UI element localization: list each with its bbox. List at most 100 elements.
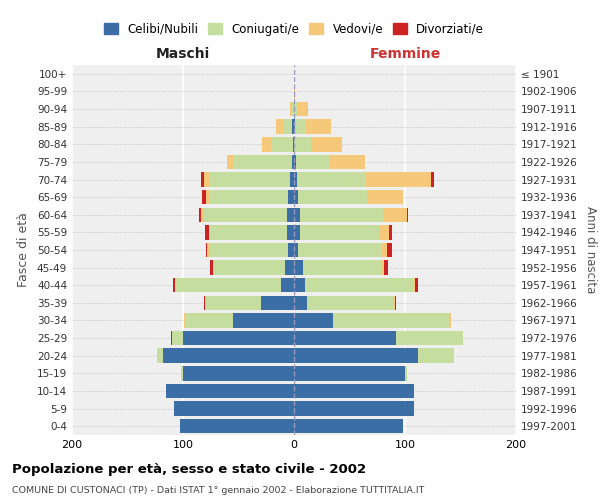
Bar [294, 296, 307, 310]
Bar [173, 278, 175, 292]
Bar [209, 172, 290, 186]
Bar [201, 208, 204, 222]
Bar [281, 278, 294, 292]
Legend: Celibi/Nubili, Coniugati/e, Vedovi/e, Divorziati/e: Celibi/Nubili, Coniugati/e, Vedovi/e, Di… [100, 19, 488, 39]
Bar [299, 225, 379, 240]
Bar [205, 225, 209, 240]
Bar [289, 243, 294, 257]
Bar [209, 190, 289, 204]
Bar [179, 419, 294, 434]
Bar [405, 366, 407, 380]
Y-axis label: Anni di nascita: Anni di nascita [584, 206, 597, 294]
Bar [209, 243, 289, 257]
Bar [395, 296, 396, 310]
Bar [294, 278, 305, 292]
Bar [449, 314, 451, 328]
Bar [333, 314, 449, 328]
Bar [294, 208, 299, 222]
Y-axis label: Fasce di età: Fasce di età [17, 212, 30, 288]
Bar [290, 172, 294, 186]
Bar [183, 366, 294, 380]
Bar [294, 260, 303, 275]
Bar [294, 314, 333, 328]
Bar [234, 154, 292, 169]
Bar [213, 260, 285, 275]
Bar [208, 243, 209, 257]
Text: COMUNE DI CUSTONACI (TP) - Dati ISTAT 1° gennaio 2002 - Elaborazione TUTTITALIA.: COMUNE DI CUSTONACI (TP) - Dati ISTAT 1°… [12, 486, 424, 495]
Bar [233, 314, 294, 328]
Bar [293, 137, 294, 152]
Bar [294, 348, 418, 363]
Bar [298, 102, 308, 117]
Bar [394, 296, 395, 310]
Bar [389, 225, 392, 240]
Bar [306, 120, 331, 134]
Bar [157, 348, 163, 363]
Bar [387, 243, 392, 257]
Bar [294, 402, 414, 416]
Bar [171, 331, 172, 345]
Bar [202, 190, 206, 204]
Bar [294, 172, 298, 186]
Bar [294, 419, 403, 434]
Bar [204, 296, 205, 310]
Bar [174, 402, 294, 416]
Bar [206, 190, 209, 204]
Bar [407, 208, 409, 222]
Bar [294, 243, 298, 257]
Bar [305, 278, 414, 292]
Bar [262, 137, 271, 152]
Bar [367, 190, 403, 204]
Bar [206, 243, 208, 257]
Text: Popolazione per età, sesso e stato civile - 2002: Popolazione per età, sesso e stato civil… [12, 462, 366, 475]
Bar [187, 314, 233, 328]
Bar [204, 208, 287, 222]
Bar [303, 260, 380, 275]
Bar [294, 384, 414, 398]
Bar [294, 84, 295, 98]
Bar [283, 120, 292, 134]
Bar [298, 190, 367, 204]
Bar [294, 225, 299, 240]
Bar [396, 331, 463, 345]
Bar [294, 137, 311, 152]
Bar [260, 296, 294, 310]
Bar [415, 278, 418, 292]
Bar [298, 243, 382, 257]
Bar [382, 243, 387, 257]
Bar [366, 172, 431, 186]
Bar [294, 102, 298, 117]
Bar [295, 120, 306, 134]
Bar [383, 208, 407, 222]
Bar [299, 208, 383, 222]
Bar [209, 260, 213, 275]
Bar [205, 296, 260, 310]
Bar [379, 225, 389, 240]
Bar [227, 154, 234, 169]
Bar [292, 154, 294, 169]
Bar [294, 366, 405, 380]
Bar [199, 208, 201, 222]
Text: Maschi: Maschi [156, 48, 210, 62]
Bar [276, 120, 283, 134]
Bar [163, 348, 294, 363]
Bar [294, 154, 296, 169]
Bar [271, 137, 293, 152]
Bar [292, 120, 294, 134]
Bar [287, 225, 294, 240]
Bar [294, 190, 298, 204]
Bar [414, 278, 415, 292]
Bar [184, 314, 187, 328]
Bar [384, 260, 388, 275]
Bar [329, 154, 365, 169]
Bar [418, 348, 454, 363]
Bar [209, 225, 287, 240]
Bar [287, 208, 294, 222]
Bar [294, 120, 295, 134]
Bar [175, 278, 281, 292]
Text: Femmine: Femmine [370, 48, 440, 62]
Bar [290, 102, 292, 117]
Bar [292, 102, 294, 117]
Bar [307, 296, 394, 310]
Bar [296, 154, 329, 169]
